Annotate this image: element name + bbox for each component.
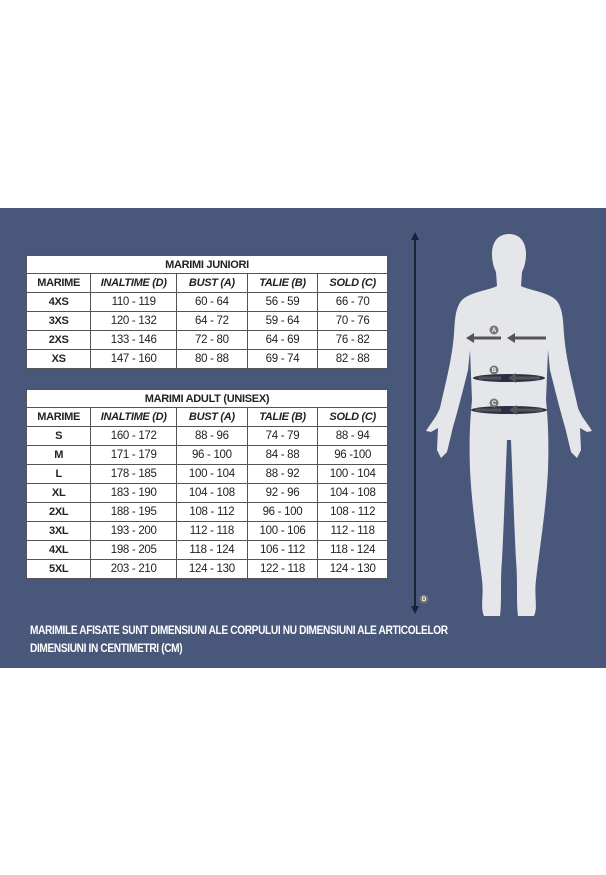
human-silhouette bbox=[426, 234, 592, 616]
column-header: BUST (A) bbox=[176, 273, 248, 293]
label-c: C bbox=[492, 401, 497, 407]
juniors-size-table: MARIMI JUNIORI MARIME INALTIME (D) BUST (A)… bbox=[25, 255, 388, 369]
waist-arrow bbox=[473, 373, 545, 383]
table-title: MARIMI ADULT (UNISEX) bbox=[26, 389, 388, 408]
size-cell: XS bbox=[25, 349, 92, 369]
header-row: MARIME INALTIME (D) BUST (A) TALIE (B) SOLD … bbox=[25, 273, 388, 293]
measurement-cell: 124 - 130 bbox=[317, 559, 388, 579]
table-row: 3XL 193 - 200 112 - 118 100 - 106 112 - 118 bbox=[25, 521, 388, 541]
measurement-cell: 104 - 108 bbox=[317, 483, 388, 503]
table-row: 4XS 110 - 119 60 - 64 56 - 59 66 - 70 bbox=[25, 292, 388, 312]
table-row: XL 183 - 190 104 - 108 92 - 96 104 - 108 bbox=[25, 483, 388, 503]
column-header: MARIME bbox=[25, 273, 92, 293]
measurement-cell: 64 - 72 bbox=[176, 311, 248, 331]
measurement-cell: 122 - 118 bbox=[246, 559, 319, 579]
measurement-cell: 82 - 88 bbox=[317, 349, 388, 369]
measurement-cell: 147 - 160 bbox=[90, 349, 178, 369]
measurement-cell: 100 - 106 bbox=[246, 521, 319, 541]
table-row: M 171 - 179 96 - 100 84 - 88 96 -100 bbox=[25, 445, 388, 465]
size-cell: 3XL bbox=[25, 521, 92, 541]
units-note: DIMENSIUNI IN CENTIMETRI (CM) bbox=[30, 643, 183, 655]
measurement-cell: 203 - 210 bbox=[90, 559, 178, 579]
body-dimensions-note: MARIMILE AFISATE SUNT DIMENSIUNI ALE COR… bbox=[30, 625, 448, 637]
measurement-cell: 96 - 100 bbox=[246, 502, 319, 522]
table-row: XS 147 - 160 80 - 88 69 - 74 82 - 88 bbox=[25, 349, 388, 369]
measurement-cell: 74 - 79 bbox=[246, 426, 319, 446]
label-b: B bbox=[492, 368, 497, 374]
measurement-cell: 56 - 59 bbox=[246, 292, 319, 312]
hip-arrow bbox=[471, 405, 547, 415]
table-row: S 160 - 172 88 - 96 74 - 79 88 - 94 bbox=[25, 426, 388, 446]
column-header: MARIME bbox=[25, 407, 92, 427]
column-header: TALIE (B) bbox=[246, 273, 319, 293]
measurement-cell: 193 - 200 bbox=[90, 521, 178, 541]
label-a: A bbox=[492, 328, 497, 334]
measurement-cell: 69 - 74 bbox=[246, 349, 319, 369]
height-arrow bbox=[411, 232, 419, 614]
adult-size-table: MARIMI ADULT (UNISEX) MARIME INALTIME (D) B… bbox=[25, 389, 388, 579]
measurement-cell: 108 - 112 bbox=[176, 502, 248, 522]
measurement-cell: 183 - 190 bbox=[90, 483, 178, 503]
measurement-cell: 60 - 64 bbox=[176, 292, 248, 312]
table-row: 2XS 133 - 146 72 - 80 64 - 69 76 - 82 bbox=[25, 330, 388, 350]
bust-arrow bbox=[466, 333, 546, 343]
size-cell: 2XS bbox=[25, 330, 92, 350]
measurement-cell: 88 - 96 bbox=[176, 426, 248, 446]
size-cell: 4XL bbox=[25, 540, 92, 560]
table-row: 5XL 203 - 210 124 - 130 122 - 118 124 - 130 bbox=[25, 559, 388, 579]
size-cell: 2XL bbox=[25, 502, 92, 522]
label-d: D bbox=[422, 597, 427, 603]
measurement-cell: 124 - 130 bbox=[176, 559, 248, 579]
table-row: 3XS 120 - 132 64 - 72 59 - 64 70 - 76 bbox=[25, 311, 388, 331]
column-header: TALIE (B) bbox=[246, 407, 319, 427]
measurement-cell: 120 - 132 bbox=[90, 311, 178, 331]
size-cell: 5XL bbox=[25, 559, 92, 579]
header-row: MARIME INALTIME (D) BUST (A) TALIE (B) SOLD … bbox=[25, 407, 388, 427]
measurement-cell: 80 - 88 bbox=[176, 349, 248, 369]
measurement-cell: 84 - 88 bbox=[246, 445, 319, 465]
measurement-cell: 118 - 124 bbox=[317, 540, 388, 560]
